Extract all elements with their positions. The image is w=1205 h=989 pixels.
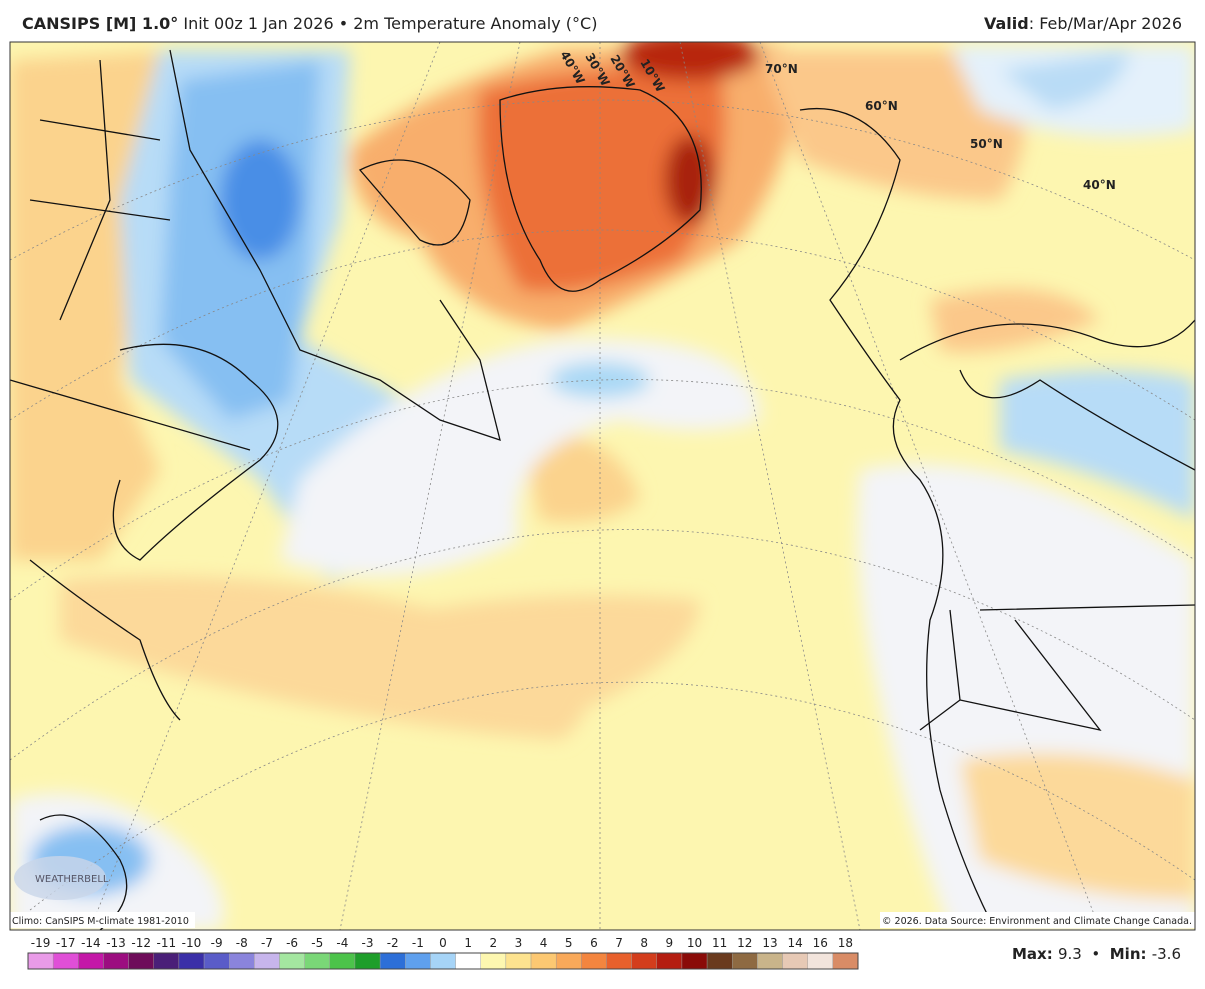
colorbar-swatch — [153, 952, 180, 970]
colorbar-label: 11 — [712, 936, 727, 950]
colorbar-label: 9 — [666, 936, 674, 950]
colorbar: -19 -17 -14 -13 -12 -11 -10 -9 -8 -7 -6 -5 -4 -3 -2 -1 0… — [27, 936, 859, 970]
colorbar-swatch — [807, 952, 834, 970]
copyright: © 2026. Data Source: Environment and Cli… — [882, 916, 1192, 927]
colorbar-label: -6 — [286, 936, 298, 950]
colorbar-label: 10 — [687, 936, 702, 950]
colorbar-label: 3 — [515, 936, 523, 950]
colorbar-label: -5 — [311, 936, 323, 950]
colorbar-label: -7 — [261, 936, 273, 950]
colorbar-label: -14 — [81, 936, 101, 950]
colorbar-swatch — [530, 952, 557, 970]
description: Init 00z 1 Jan 2026 • 2m Temperature Ano… — [183, 14, 598, 33]
colorbar-label: 14 — [787, 936, 802, 950]
colorbar-swatch — [329, 952, 356, 970]
colorbar-label: -9 — [211, 936, 223, 950]
colorbar-label: 7 — [615, 936, 623, 950]
colorbar-swatch — [656, 952, 683, 970]
map-label: 50°N — [970, 137, 1003, 151]
max-value: 9.3 — [1058, 945, 1082, 963]
min-value: -3.6 — [1152, 945, 1181, 963]
colorbar-label: 1 — [464, 936, 472, 950]
colorbar-label: 12 — [737, 936, 752, 950]
colorbar-swatch — [757, 952, 783, 970]
max-label: Max: — [1012, 945, 1058, 963]
climo: Climo: CanSIPS M-climate 1981-2010 — [12, 916, 189, 927]
map-label: 60°N — [865, 99, 898, 113]
colorbar-swatch — [203, 952, 230, 970]
colorbar-label: -3 — [362, 936, 374, 950]
colorbar-swatch — [505, 952, 532, 970]
colorbar-swatch — [178, 952, 205, 970]
header-left: CANSIPS [M] 1.0° Init 00z 1 Jan 2026 • 2… — [22, 14, 597, 33]
colorbar-label: 2 — [489, 936, 497, 950]
colorbar-label: 0 — [439, 936, 447, 950]
colorbar-label: -1 — [412, 936, 424, 950]
colorbar-swatch — [229, 952, 255, 970]
colorbar-swatch — [606, 952, 632, 970]
colorbar-label: -12 — [131, 936, 151, 950]
colorbar-swatch — [480, 952, 507, 970]
colorbar-label: 8 — [640, 936, 648, 950]
colorbar-label: -19 — [31, 936, 51, 950]
colorbar-label: -2 — [387, 936, 399, 950]
colorbar-swatch — [304, 952, 331, 970]
colorbar-swatch — [581, 952, 607, 970]
colorbar-swatch — [430, 952, 456, 970]
colorbar-swatch — [27, 952, 54, 970]
colorbar-swatch — [103, 952, 129, 970]
colorbar-swatch — [706, 952, 733, 970]
colorbar-swatch — [52, 952, 79, 970]
colorbar-swatch — [555, 952, 582, 970]
valid-value: : Feb/Mar/Apr 2026 — [1028, 14, 1182, 33]
colorbar-label: 5 — [565, 936, 573, 950]
colorbar-swatch — [379, 952, 406, 970]
logo-text: WEATHERBELL — [35, 874, 109, 885]
colorbar-swatch — [279, 952, 305, 970]
colorbar-swatch — [128, 952, 154, 970]
colorbar-swatch — [782, 952, 808, 970]
colorbar-swatch — [354, 952, 381, 970]
colorbar-label: -13 — [106, 936, 126, 950]
min-label: Min: — [1110, 945, 1152, 963]
colorbar-frame — [27, 952, 859, 970]
model: CANSIPS [M] 1.0° — [22, 14, 179, 33]
colorbar-swatch — [405, 952, 431, 970]
colorbar-swatch — [681, 952, 708, 970]
anomaly-field: 70°N60°N50°N40°N10°W20°W30°W40°W WEATHER… — [10, 42, 1195, 930]
colorbar-label: -10 — [182, 936, 202, 950]
colorbar-label: 4 — [540, 936, 548, 950]
header-right: Valid: Feb/Mar/Apr 2026 — [984, 14, 1182, 33]
map-label: 40°N — [1083, 178, 1116, 192]
colorbar-swatch — [455, 952, 481, 970]
colorbar-label: 6 — [590, 936, 598, 950]
colorbar-swatch — [832, 952, 859, 970]
colorbar-label: -8 — [236, 936, 248, 950]
colorbar-label: -11 — [157, 936, 177, 950]
valid-label: Valid — [984, 14, 1029, 33]
colorbar-label: 13 — [762, 936, 777, 950]
colorbar-label: -4 — [336, 936, 348, 950]
colorbar-swatch — [631, 952, 657, 970]
colorbar-label: -17 — [56, 936, 76, 950]
colorbar-swatch — [254, 952, 280, 970]
separator: • — [1087, 945, 1105, 963]
colorbar-swatch — [78, 952, 104, 970]
coastlines — [10, 49, 1195, 930]
map-label: 70°N — [765, 62, 798, 76]
colorbar-label: 18 — [838, 936, 853, 950]
colorbar-label: 16 — [813, 936, 828, 950]
colorbar-swatch — [732, 952, 758, 970]
logo: WEATHERBELL — [14, 856, 109, 900]
max-min: Max: 9.3 • Min: -3.6 — [1012, 945, 1181, 963]
